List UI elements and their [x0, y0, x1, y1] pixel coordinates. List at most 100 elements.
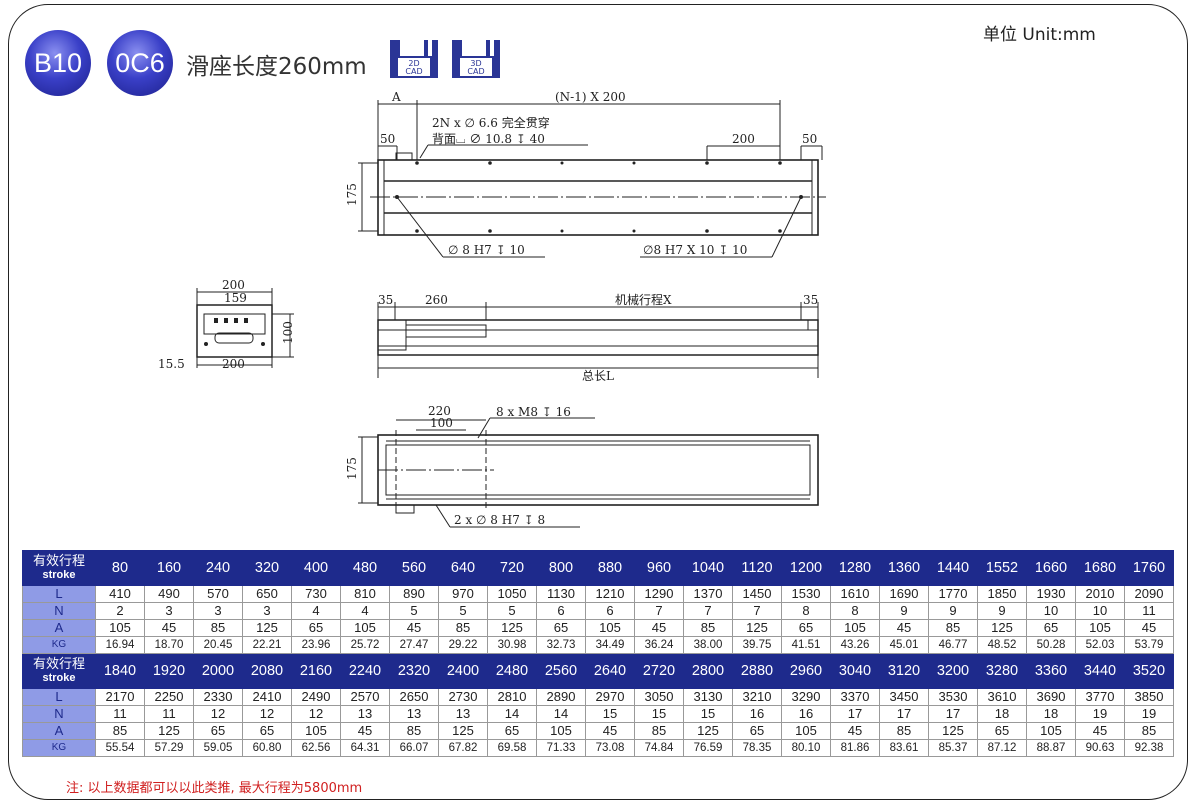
n-cell: 15: [634, 705, 684, 723]
kg-cell: 81.86: [830, 739, 880, 757]
l-cell: 890: [389, 585, 439, 603]
n-cell: 5: [438, 602, 488, 620]
l-cell: 2810: [487, 688, 537, 706]
l-cell: 2570: [340, 688, 390, 706]
stroke-cell: 2400: [438, 653, 488, 689]
row-label-n: N: [22, 705, 96, 723]
stroke-cell: 1660: [1026, 550, 1076, 586]
dim-height-175: 175: [345, 183, 359, 206]
n-cell: 10: [1075, 602, 1125, 620]
end-dim-15-5: 15.5: [158, 357, 185, 371]
a-cell: 65: [193, 722, 243, 740]
top-view-drawing: [358, 100, 826, 258]
stroke-cell: 2320: [389, 653, 439, 689]
row-label-l: L: [22, 585, 96, 603]
kg-cell: 69.58: [487, 739, 537, 757]
stroke-cell: 2560: [536, 653, 586, 689]
l-cell: 2250: [144, 688, 194, 706]
n-cell: 13: [438, 705, 488, 723]
a-cell: 45: [340, 722, 390, 740]
stroke-cell: 160: [144, 550, 194, 586]
kg-cell: 16.94: [95, 636, 145, 654]
side-dim-left-35: 35: [378, 293, 393, 307]
kg-cell: 34.49: [585, 636, 635, 654]
kg-cell: 30.98: [487, 636, 537, 654]
stroke-cell: 2080: [242, 653, 292, 689]
stroke-cell: 2880: [732, 653, 782, 689]
a-cell: 65: [977, 722, 1027, 740]
page-title: 滑座长度260mm: [186, 54, 367, 80]
n-cell: 8: [781, 602, 831, 620]
l-cell: 810: [340, 585, 390, 603]
a-cell: 85: [683, 619, 733, 637]
n-cell: 14: [536, 705, 586, 723]
n-cell: 15: [683, 705, 733, 723]
l-cell: 3290: [781, 688, 831, 706]
stroke-cell: 720: [487, 550, 537, 586]
kg-cell: 80.10: [781, 739, 831, 757]
n-cell: 17: [928, 705, 978, 723]
end-view-drawing: [196, 288, 294, 368]
stroke-cell: 2000: [193, 653, 243, 689]
l-cell: 1690: [879, 585, 929, 603]
n-cell: 15: [585, 705, 635, 723]
stroke-cell: 3040: [830, 653, 880, 689]
row-label-stroke: 有效行程 stroke: [22, 550, 96, 586]
stroke-cell: 2800: [683, 653, 733, 689]
bottom-view-drawing: [358, 417, 819, 528]
n-cell: 7: [732, 602, 782, 620]
stroke-header-row: 有效行程 stroke 80 160 240 320 400 480 560 640 720 800 8…: [22, 550, 1174, 586]
l-cell: 2650: [389, 688, 439, 706]
dim-left-50: 50: [380, 132, 395, 146]
kg-cell: 45.01: [879, 636, 929, 654]
a-cell: 45: [830, 722, 880, 740]
model-badge-series: B10: [25, 30, 91, 96]
n-cell: 12: [242, 705, 292, 723]
kg-cell: 27.47: [389, 636, 439, 654]
a-cell: 65: [536, 619, 586, 637]
n-cell: 19: [1124, 705, 1174, 723]
n-cell: 12: [291, 705, 341, 723]
l-cell: 1050: [487, 585, 537, 603]
cad-2d-label: 2D: [408, 59, 419, 68]
kg-cell: 55.54: [95, 739, 145, 757]
cad-3d-icon[interactable]: 3D CAD: [450, 38, 502, 80]
l-cell: 970: [438, 585, 488, 603]
a-cell: 105: [291, 722, 341, 740]
l-cell: 410: [95, 585, 145, 603]
cad-2d-icon[interactable]: 2D CAD: [388, 38, 440, 80]
stroke-cell: 2240: [340, 653, 390, 689]
kg-cell: 20.45: [193, 636, 243, 654]
n-cell: 4: [340, 602, 390, 620]
kg-cell: 43.26: [830, 636, 880, 654]
kg-cell: 87.12: [977, 739, 1027, 757]
l-cell: 3530: [928, 688, 978, 706]
l-cell: 2890: [536, 688, 586, 706]
l-cell: 2970: [585, 688, 635, 706]
n-cell: 17: [879, 705, 929, 723]
kg-cell: 74.84: [634, 739, 684, 757]
row-label-stroke-cn: 有效行程: [32, 553, 85, 568]
dim-A: A: [391, 90, 401, 104]
l-cell: 490: [144, 585, 194, 603]
a-cell: 65: [732, 722, 782, 740]
kg-cell: 83.61: [879, 739, 929, 757]
table-row-n: N 2 3 3 3 4 4 5 5 5 6 6 7 7 7 8 8 9 9 9 10 10 11: [22, 602, 1174, 620]
n-cell: 11: [95, 705, 145, 723]
side-dim-right-35: 35: [803, 293, 818, 307]
kg-cell: 39.75: [732, 636, 782, 654]
a-cell: 45: [144, 619, 194, 637]
n-cell: 6: [585, 602, 635, 620]
stroke-cell: 1440: [928, 550, 978, 586]
stroke-cell: 320: [242, 550, 292, 586]
cad-3d-sub: CAD: [467, 67, 484, 76]
kg-cell: 62.56: [291, 739, 341, 757]
n-cell: 5: [487, 602, 537, 620]
n-cell: 10: [1026, 602, 1076, 620]
n-cell: 13: [340, 705, 390, 723]
table-row-l: L 2170 2250 2330 2410 2490 2570 2650 2730 2810 289…: [22, 688, 1174, 706]
n-cell: 3: [193, 602, 243, 620]
side-dim-total: 总长L: [582, 369, 614, 383]
kg-cell: 85.37: [928, 739, 978, 757]
stroke-cell: 3440: [1075, 653, 1125, 689]
